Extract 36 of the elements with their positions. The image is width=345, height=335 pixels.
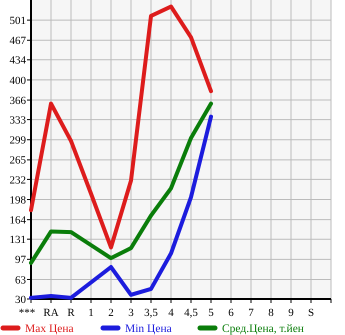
y-tick-label: 232 (10, 174, 26, 186)
x-tick-label: 5 (208, 307, 214, 319)
legend-label: Max Цена (25, 323, 74, 335)
y-tick-label: 400 (10, 74, 26, 87)
x-tick-label: *** (18, 307, 36, 319)
y-tick-label: 501 (10, 14, 26, 27)
y-tick-label: 131 (10, 234, 26, 246)
legend-label: Min Цена (125, 323, 172, 335)
x-tick-label: 9 (288, 307, 294, 319)
x-tick-label: S (308, 307, 314, 319)
y-tick-label: 434 (10, 54, 26, 67)
y-tick-label: 366 (10, 94, 26, 107)
x-tick-label: 4,5 (184, 307, 198, 319)
y-tick-label: 63 (15, 274, 26, 286)
x-tick-label: 8 (268, 307, 274, 319)
x-tick-label: 6 (228, 307, 234, 319)
y-tick-label: 467 (10, 35, 26, 48)
line-series (29, 102, 213, 265)
x-tick-label: 4 (168, 307, 174, 319)
legend-label: Сред.Цена, т.йен (222, 323, 304, 335)
y-tick-label: 333 (10, 114, 26, 126)
y-tick-label: 97 (15, 254, 26, 266)
x-tick-label: 1 (88, 307, 94, 319)
x-tick-label: R (67, 307, 76, 319)
x-tick-label: 3 (128, 307, 134, 319)
x-tick-label: 7 (248, 307, 254, 319)
x-tick-label: 2 (108, 307, 114, 319)
y-tick-label: 299 (10, 134, 26, 147)
y-tick-label: 198 (10, 194, 26, 206)
x-tick-label: 3,5 (144, 307, 158, 319)
y-tick-label: 30 (15, 294, 26, 306)
y-tick-label: 164 (10, 214, 26, 227)
y-tick-label: 265 (10, 154, 26, 167)
line-series (29, 114, 213, 300)
x-tick-label: RA (43, 307, 59, 319)
line-series (29, 4, 213, 250)
